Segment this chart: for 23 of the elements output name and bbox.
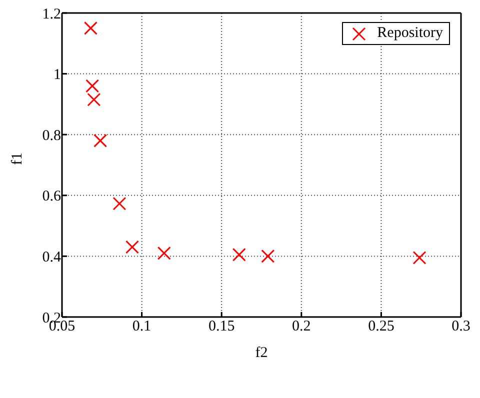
- point: [112, 196, 126, 210]
- x-tick-label: 0.2: [292, 318, 311, 335]
- x-axis-title: f2: [255, 345, 268, 361]
- y-tick-label: 1: [54, 67, 61, 84]
- point: [232, 248, 246, 262]
- point: [125, 240, 139, 254]
- y-tick-label: 1.2: [42, 6, 61, 22]
- y-tick-label: 0.8: [42, 128, 61, 144]
- x-tick-label: 0.15: [208, 318, 235, 335]
- y-tick-label: 0.4: [42, 250, 62, 266]
- point: [87, 92, 101, 106]
- x-tick-label: 0.1: [132, 318, 152, 335]
- x-tick-label: 0.25: [368, 318, 394, 335]
- y-tick-label: 0.6: [42, 188, 62, 205]
- point: [94, 134, 108, 148]
- y-axis-title: f1: [9, 152, 26, 165]
- point: [261, 249, 275, 263]
- legend-label: Repository: [377, 25, 443, 42]
- point: [84, 21, 98, 35]
- point: [157, 246, 171, 260]
- point: [86, 79, 100, 93]
- x-tick-label: 0.3: [452, 318, 470, 335]
- point: [412, 250, 426, 264]
